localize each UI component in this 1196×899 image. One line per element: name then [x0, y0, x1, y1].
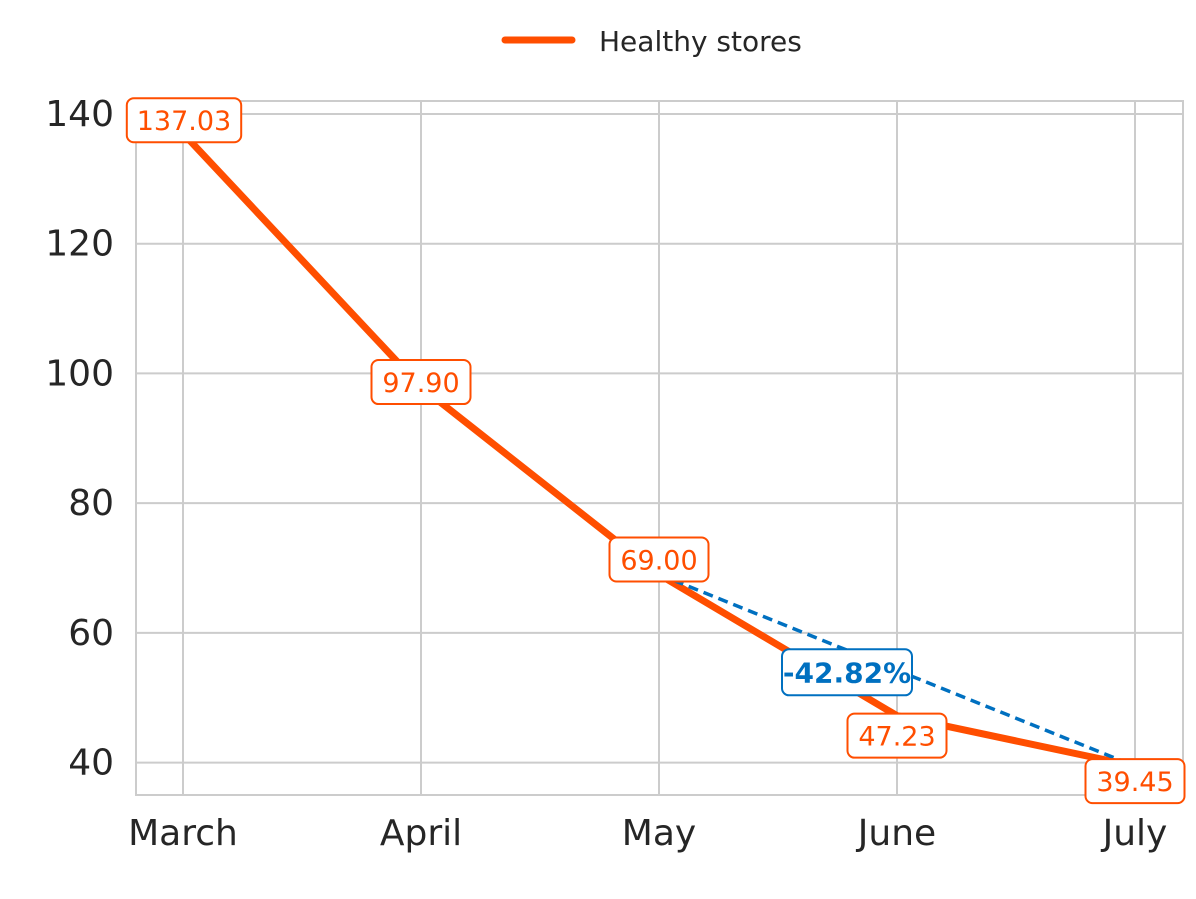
data-label: 47.23: [858, 722, 935, 753]
plot-frame: [135, 100, 1184, 796]
x-axis-ticks: March April May June July: [128, 813, 1167, 854]
y-tick-label: 60: [68, 613, 114, 654]
data-label: 39.45: [1096, 767, 1173, 798]
data-labels: 137.03 97.90 69.00 47.23 39.45: [125, 97, 1186, 805]
legend-label: Healthy stores: [599, 25, 802, 58]
legend: Healthy stores: [501, 25, 802, 58]
data-label: 137.03: [137, 106, 231, 137]
x-tick-label: March: [128, 813, 238, 854]
y-axis-ticks: 40 60 80 100 120 140: [45, 94, 114, 784]
x-tick-label: May: [622, 813, 696, 854]
data-label-box: [1084, 758, 1186, 805]
y-tick-label: 100: [45, 353, 114, 394]
change-label-box: [781, 648, 913, 697]
x-tick-label: June: [856, 813, 936, 854]
y-tick-label: 40: [68, 743, 114, 784]
change-annotation: -42.82%: [658, 572, 1136, 768]
data-label-box: [125, 97, 243, 144]
y-tick-label: 140: [45, 94, 114, 135]
x-tick-label: April: [380, 813, 462, 854]
data-label-box: [608, 536, 710, 583]
data-label-box: [370, 359, 472, 406]
y-tick-label: 120: [45, 224, 114, 265]
y-tick-label: 80: [68, 483, 114, 524]
grid-lines: [136, 101, 1183, 795]
data-label: 69.00: [620, 545, 697, 576]
x-tick-label: July: [1101, 813, 1168, 854]
change-label: -42.82%: [783, 656, 911, 689]
data-label: 97.90: [382, 368, 459, 399]
data-label-box: [846, 712, 948, 759]
